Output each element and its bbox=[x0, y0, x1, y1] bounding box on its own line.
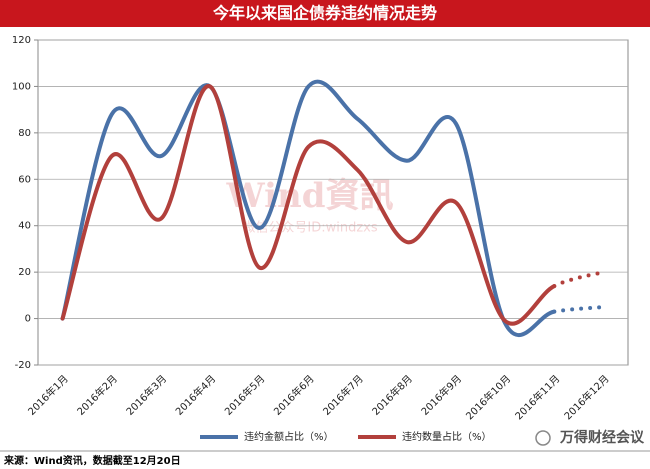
title-banner bbox=[0, 0, 650, 27]
series-projection bbox=[552, 304, 606, 314]
brand-icon bbox=[535, 430, 551, 446]
y-tick-label: 40 bbox=[18, 221, 31, 232]
y-tick-label: -20 bbox=[15, 360, 31, 371]
y-tick-label: 60 bbox=[18, 174, 31, 185]
source-note: 来源：Wind资讯，数据截至12月20日 bbox=[3, 454, 181, 467]
series-line bbox=[60, 79, 557, 338]
legend-label: 违约数量占比（%） bbox=[402, 430, 492, 443]
y-tick-label: 100 bbox=[12, 81, 31, 92]
chart-title: 今年以来国企债券违约情况走势 bbox=[212, 4, 437, 23]
legend-label: 违约金额占比（%） bbox=[244, 430, 334, 443]
series-line bbox=[60, 84, 557, 326]
brand: 万得财经会议 bbox=[559, 429, 645, 446]
watermark-sub: 微信公众号ID:windzxs bbox=[242, 221, 377, 236]
y-tick-label: 120 bbox=[12, 35, 31, 46]
y-tick-label: 20 bbox=[18, 267, 31, 278]
y-tick-label: 0 bbox=[25, 314, 31, 325]
y-tick-label: 80 bbox=[18, 128, 31, 139]
